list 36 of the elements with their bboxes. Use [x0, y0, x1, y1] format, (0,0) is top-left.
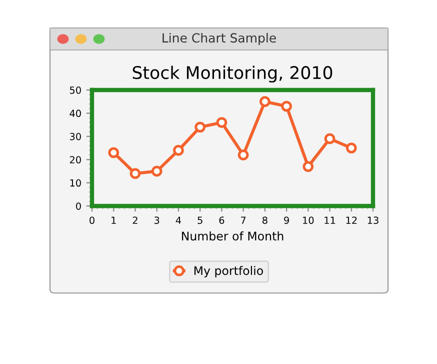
- y-tick-label: 10: [70, 179, 81, 187]
- x-tick-label: 11: [324, 216, 336, 224]
- point: [238, 150, 249, 160]
- point: [324, 133, 336, 144]
- x-tick-label: 3: [154, 216, 160, 224]
- point: [151, 166, 162, 177]
- y-tick-label: 50: [70, 86, 81, 94]
- point: [260, 96, 270, 108]
- y-tick-label: 0: [76, 202, 81, 210]
- x-tick-label: 6: [219, 216, 224, 224]
- x-tick-label: 1: [112, 216, 116, 224]
- point: [108, 147, 120, 158]
- y-tick-label: 30: [70, 132, 81, 140]
- x-tick-label: 4: [176, 216, 182, 224]
- point: [281, 100, 292, 112]
- x-tick-label: 8: [262, 216, 268, 224]
- x-tick-label: 7: [241, 216, 246, 224]
- point: [346, 142, 357, 154]
- x-tick-label: 10: [303, 216, 314, 224]
- x-tick-label: 0: [90, 216, 94, 224]
- x-tick-label: 9: [284, 216, 289, 224]
- point: [173, 144, 184, 156]
- x-axis-title: Number of Month: [182, 231, 284, 241]
- point: [194, 122, 206, 133]
- y-tick-label: 40: [70, 110, 81, 118]
- x-tick-label: 2: [132, 216, 138, 224]
- legend-label: My portfolio: [194, 266, 263, 278]
- point: [216, 117, 228, 128]
- point: [130, 168, 141, 179]
- point: [302, 161, 314, 172]
- y-tick-label: 20: [70, 156, 81, 164]
- text: Line Chart Sample: [162, 32, 276, 46]
- x-tick-label: 5: [198, 216, 202, 224]
- x-tick-label: 12: [346, 216, 357, 224]
- chart-title: Stock Monitoring, 2010: [132, 66, 332, 82]
- x-tick-label: 13: [368, 216, 378, 224]
